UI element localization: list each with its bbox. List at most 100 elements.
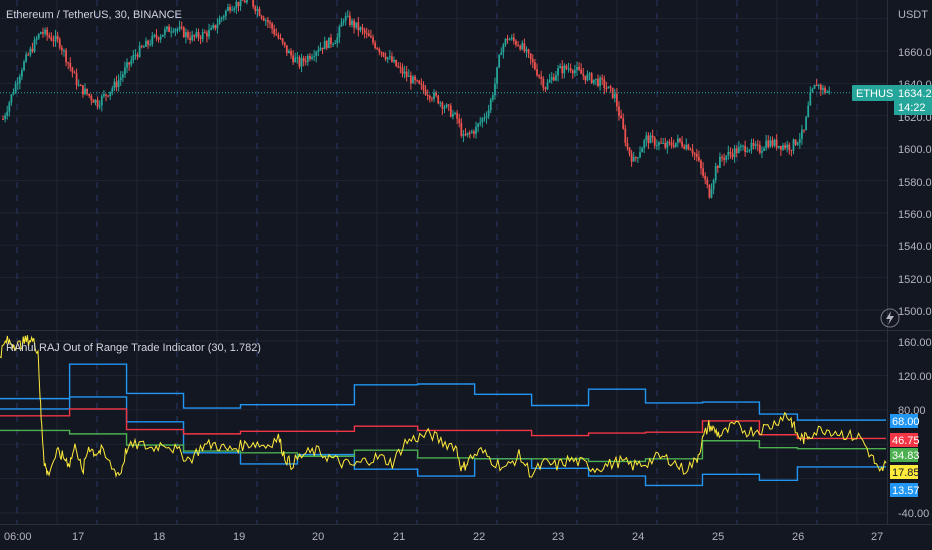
candle-body — [691, 149, 694, 154]
candle-body — [540, 76, 543, 79]
candle-body — [58, 39, 61, 48]
candle-body — [229, 6, 231, 11]
candle-body — [185, 32, 187, 38]
candle-body — [363, 29, 366, 34]
candle-body — [744, 145, 747, 153]
candle-body — [508, 39, 511, 41]
candle-body — [428, 95, 431, 99]
candle-body — [441, 102, 444, 109]
candle-body — [588, 73, 591, 75]
candle-body — [168, 26, 170, 32]
candle-body — [138, 45, 141, 57]
candle-body — [327, 37, 330, 49]
candle-body — [622, 118, 625, 129]
candle-body — [439, 102, 442, 104]
candle-body — [241, 0, 244, 1]
candle-body — [220, 17, 223, 19]
candle-body — [50, 37, 53, 41]
candle-body — [582, 73, 585, 76]
candle-body — [86, 88, 88, 94]
candle-body — [750, 142, 753, 150]
candle-body — [727, 151, 730, 156]
candle-body — [578, 67, 580, 70]
candle-body — [39, 32, 42, 35]
candle-body — [555, 75, 557, 81]
candle-body — [767, 140, 770, 147]
candle-body — [357, 22, 360, 31]
indicator-title[interactable]: RAhul RAJ Out of Range Trade Indicator (… — [6, 342, 261, 354]
candle-body — [489, 99, 492, 111]
session-breaks — [16, 0, 818, 524]
candle-body — [334, 43, 337, 45]
time-tick: 18 — [153, 531, 165, 543]
candle-body — [586, 74, 589, 81]
candle-body — [641, 147, 644, 153]
candle-body — [569, 68, 572, 71]
candle-body — [298, 57, 301, 67]
candle-body — [674, 142, 677, 147]
candle-body — [65, 50, 67, 63]
time-axis[interactable]: 06:00 17 18 19 20 21 22 23 24 25 26 27 — [4, 531, 883, 543]
candle-body — [271, 23, 274, 29]
candle-body — [716, 165, 719, 168]
candle-body — [502, 44, 505, 53]
candle-body — [6, 111, 9, 116]
candle-body — [191, 35, 194, 41]
candle-body — [292, 55, 295, 63]
candle-body — [8, 102, 11, 112]
candle-body — [180, 26, 183, 28]
time-tick: 17 — [72, 531, 84, 543]
candle-body — [176, 29, 179, 31]
candle-body — [409, 75, 412, 84]
candle-body — [498, 55, 501, 68]
candle-body — [304, 61, 307, 63]
candle-body — [708, 184, 711, 198]
currency-label: USDT — [898, 9, 928, 21]
price-tick: 1580.00 — [898, 177, 932, 189]
candle-body — [729, 151, 732, 154]
symbol-title[interactable]: Ethereum / TetherUS, 30, BINANCE — [6, 9, 182, 21]
candle-body — [201, 32, 204, 39]
candle-body — [317, 50, 320, 53]
candle-body — [31, 48, 34, 52]
candle-body — [573, 70, 576, 74]
candle-body — [161, 34, 164, 37]
candle-body — [397, 66, 400, 68]
candle-body — [197, 32, 200, 38]
candle-body — [693, 153, 696, 155]
price-tick: 1500.00 — [898, 306, 932, 318]
candle-body — [615, 93, 618, 107]
candle-body — [281, 38, 284, 43]
candle-body — [412, 76, 414, 84]
candle-body — [33, 39, 36, 52]
candle-body — [166, 26, 168, 30]
candle-body — [769, 140, 772, 147]
candle-body — [567, 68, 570, 70]
candle-body — [136, 54, 139, 57]
candle-body — [815, 84, 818, 87]
candle-body — [75, 73, 78, 86]
candle-body — [193, 35, 196, 37]
lightning-icon[interactable] — [880, 308, 900, 328]
candle-body — [107, 95, 110, 97]
candle-body — [712, 179, 715, 190]
candle-body — [386, 57, 389, 60]
price-tick: 1600.00 — [898, 144, 932, 156]
candle-body — [35, 38, 38, 40]
candle-body — [239, 0, 242, 7]
candle-body — [187, 32, 189, 38]
time-tick: 06:00 — [4, 531, 32, 543]
candle-body — [105, 94, 107, 96]
candle-body — [147, 40, 149, 45]
candle-body — [456, 112, 459, 119]
candle-body — [346, 15, 349, 17]
candle-body — [458, 118, 461, 123]
candle-body — [775, 139, 778, 148]
candle-body — [235, 1, 238, 9]
candle-body — [54, 35, 57, 42]
candle-body — [735, 148, 738, 154]
candle-body — [370, 36, 372, 38]
candle-body — [758, 144, 761, 153]
candle-body — [597, 78, 599, 86]
candle-body — [359, 27, 362, 31]
